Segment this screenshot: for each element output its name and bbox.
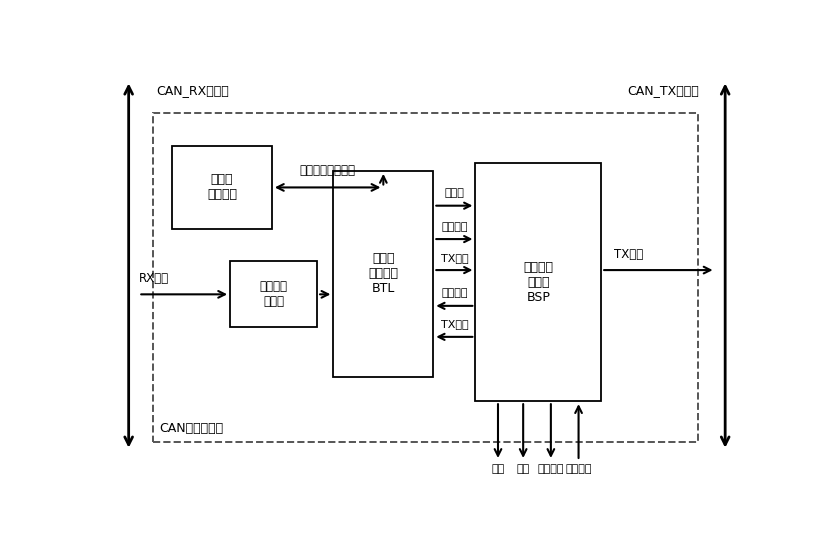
Text: 采样数据: 采样数据: [441, 222, 467, 232]
Text: 进口数据: 进口数据: [537, 464, 564, 474]
Text: 数据位流
处理器
BSP: 数据位流 处理器 BSP: [523, 261, 553, 303]
Text: 预分频后时钟信号: 预分频后时钟信号: [300, 164, 356, 177]
Text: CAN控制器核心: CAN控制器核心: [159, 422, 223, 435]
Text: RX数据: RX数据: [139, 272, 169, 285]
Text: 控制: 控制: [491, 464, 505, 474]
Text: 同步到本
地时钟: 同步到本 地时钟: [260, 280, 287, 308]
Text: CAN_RX信号线: CAN_RX信号线: [156, 84, 228, 97]
Text: 状态信息: 状态信息: [441, 288, 467, 299]
Text: TX数据: TX数据: [614, 248, 643, 261]
Text: TX数据: TX数据: [441, 319, 468, 329]
Text: 采样点: 采样点: [445, 189, 464, 198]
Bar: [333, 171, 433, 376]
Text: 波特率
预分频器: 波特率 预分频器: [207, 174, 237, 201]
Text: CAN_TX信号线: CAN_TX信号线: [627, 84, 700, 97]
Text: TX时刻: TX时刻: [441, 253, 468, 263]
Bar: [172, 146, 272, 229]
Bar: [230, 262, 317, 327]
Bar: [152, 113, 698, 442]
Bar: [476, 163, 601, 401]
Text: 出口数据: 出口数据: [566, 464, 591, 474]
Text: 位定时
逻辑模块
BTL: 位定时 逻辑模块 BTL: [368, 252, 398, 295]
Text: 状态: 状态: [516, 464, 530, 474]
